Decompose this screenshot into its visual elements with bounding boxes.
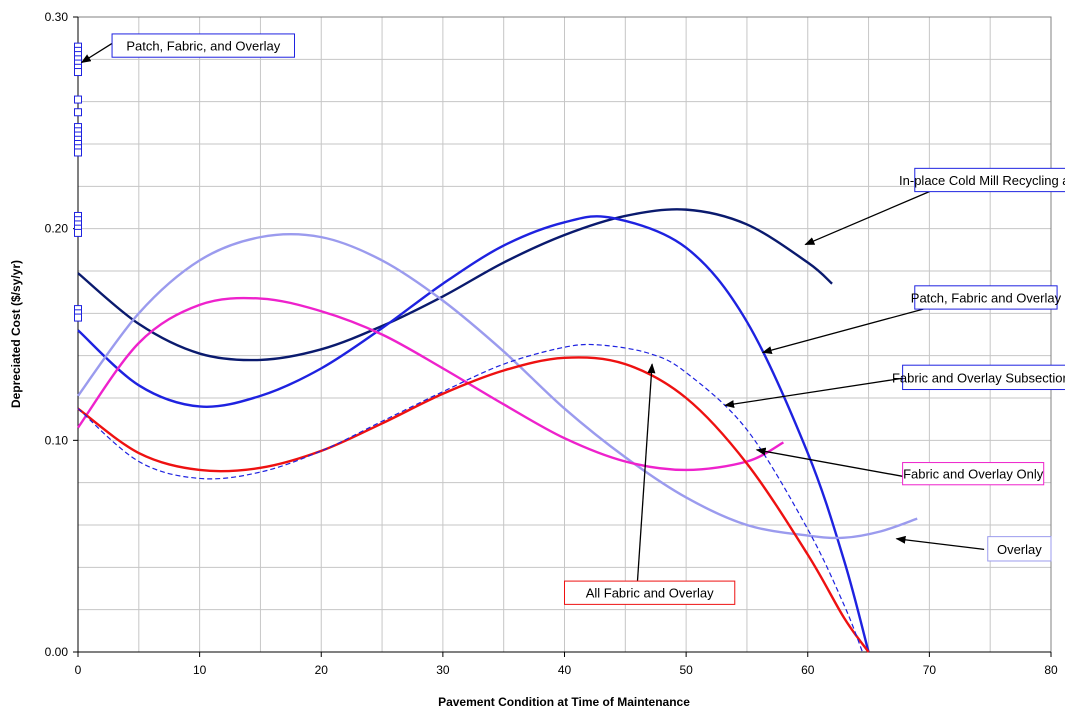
x-tick-label: 30 [436, 663, 450, 677]
callout-arrow-5 [755, 447, 903, 477]
callout-label-4: Fabric and Overlay Subsections [892, 370, 1065, 385]
scatter-point [74, 95, 82, 104]
callout-label-5: Fabric and Overlay Only [903, 467, 1044, 482]
callout-box-5 [902, 462, 1045, 486]
y-tick-label: 0.20 [45, 222, 69, 236]
callout-box-1 [111, 33, 295, 58]
x-tick-label: 40 [558, 663, 572, 677]
x-tick-label: 60 [801, 663, 815, 677]
callout-box-6 [987, 536, 1052, 562]
callout-label-1: Patch, Fabric, and Overlay [126, 39, 280, 54]
gridlines [78, 17, 1051, 652]
callout-label-7: All Fabric and Overlay [586, 586, 714, 601]
series-line-4 [77, 296, 785, 472]
series-line-5 [77, 356, 870, 653]
callout-label-3: Patch, Fabric and Overlay [911, 290, 1062, 305]
series-layer [77, 208, 918, 653]
callout-box-2 [914, 167, 1065, 193]
callout-box-7 [564, 580, 736, 605]
callout-box-4 [902, 364, 1065, 391]
x-tick-label: 10 [193, 663, 207, 677]
x-tick-label: 70 [923, 663, 937, 677]
callout-arrow-4 [724, 377, 906, 409]
scatter-layer [74, 42, 82, 322]
scatter-point [74, 68, 82, 77]
x-tick-label: 20 [315, 663, 329, 677]
callout-label-6: Overlay [997, 542, 1042, 557]
callout-arrow-6 [895, 535, 985, 550]
callout-arrow-2 [804, 191, 930, 246]
y-tick-label: 0.10 [45, 433, 69, 447]
axes: 0 10 20 30 40 50 60 70 80 0.00 0.10 0.20 0.30 [45, 10, 1058, 677]
series-line-3 [77, 233, 918, 540]
x-tick-label: 80 [1044, 663, 1058, 677]
scatter-point [74, 228, 82, 237]
series-line-2 [77, 215, 870, 653]
series-line-1 [77, 208, 833, 362]
callout-label-2: In-place Cold Mill Recycling and Overlay [899, 173, 1065, 188]
y-axis-title: Depreciated Cost ($/sy/yr) [9, 260, 23, 408]
scatter-point [74, 108, 82, 117]
callout-arrow-1 [80, 42, 113, 64]
callout-box-3 [914, 285, 1058, 310]
y-tick-label: 0.00 [45, 645, 69, 659]
y-tick-label: 0.30 [45, 10, 69, 24]
x-tick-label: 50 [679, 663, 693, 677]
x-axis-title: Pavement Condition at Time of Maintenanc… [438, 695, 690, 709]
callout-arrow-7 [636, 363, 656, 582]
annotation-layer: Patch, Fabric, and Overlay In-place Cold … [80, 33, 1065, 605]
callout-arrow-3 [761, 308, 924, 355]
series-line-6 [77, 343, 864, 653]
scatter-point [74, 148, 82, 157]
x-tick-label: 0 [75, 663, 82, 677]
scatter-point [74, 313, 82, 322]
